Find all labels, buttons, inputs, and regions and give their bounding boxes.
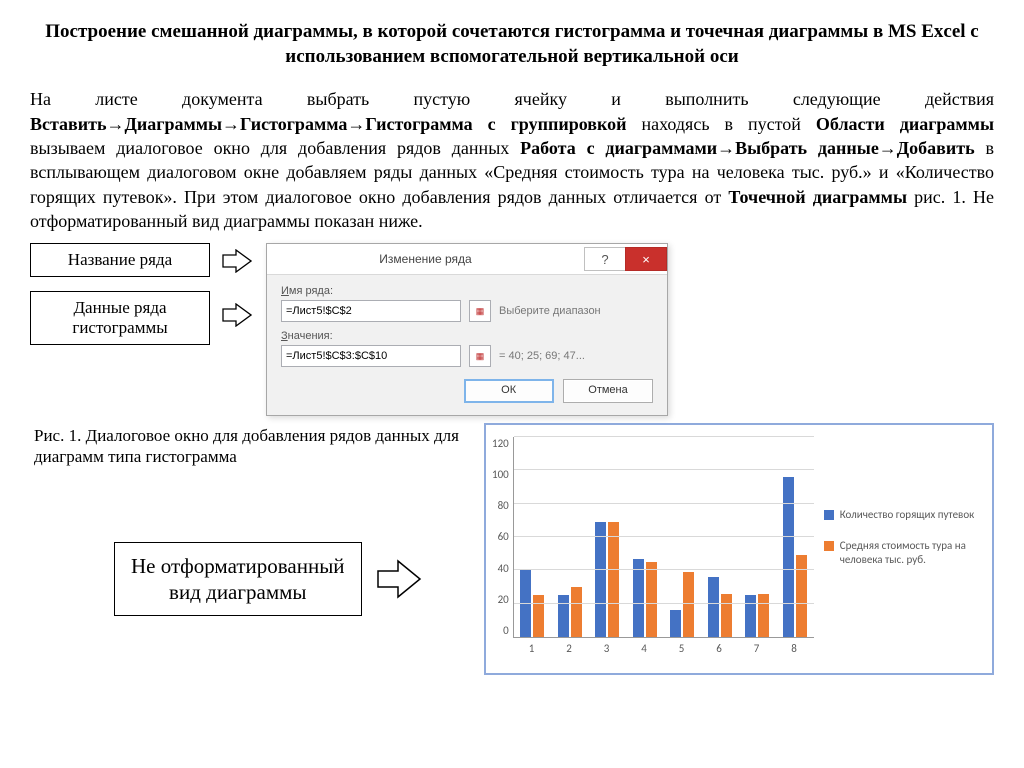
series-name-row: ▦ Выберите диапазон xyxy=(281,300,653,322)
bar xyxy=(646,562,657,637)
y-tick: 100 xyxy=(492,468,509,481)
series-name-input[interactable] xyxy=(281,300,461,322)
y-tick: 40 xyxy=(498,562,509,575)
grid-line xyxy=(514,469,814,470)
instructions-paragraph: На листе документа выбрать пустую ячейку… xyxy=(30,87,994,233)
bar xyxy=(683,572,694,637)
y-tick: 80 xyxy=(498,499,509,512)
arrow-right-icon xyxy=(222,249,252,273)
range-picker-icon[interactable]: ▦ xyxy=(469,345,491,367)
figure-caption: Рис. 1. Диалоговое окно для добавления р… xyxy=(34,426,514,467)
bars-container xyxy=(514,437,814,637)
close-icon[interactable]: × xyxy=(625,247,667,271)
bar xyxy=(520,570,531,637)
bar xyxy=(796,555,807,637)
x-tick: 4 xyxy=(625,642,663,655)
plot-wrap: 12345678 xyxy=(513,437,814,655)
x-axis: 12345678 xyxy=(513,638,813,655)
chart-plot xyxy=(513,437,814,638)
bar xyxy=(533,595,544,637)
arrow-column xyxy=(222,243,254,327)
y-tick: 60 xyxy=(498,530,509,543)
x-tick: 2 xyxy=(550,642,588,655)
grid-line xyxy=(514,436,814,437)
category xyxy=(626,437,664,637)
x-tick: 3 xyxy=(588,642,626,655)
bar xyxy=(708,577,719,637)
category xyxy=(739,437,777,637)
x-tick: 7 xyxy=(738,642,776,655)
dialog-buttons: ОК Отмена xyxy=(281,375,653,403)
legend-label: Количество горящих путевок xyxy=(840,508,975,522)
range-picker-icon[interactable]: ▦ xyxy=(469,300,491,322)
ok-button[interactable]: ОК xyxy=(464,379,554,403)
dialog-body: Имя ряда: ▦ Выберите диапазон Значения: … xyxy=(267,275,667,415)
x-tick: 8 xyxy=(775,642,813,655)
legend-swatch xyxy=(824,541,834,551)
y-tick: 120 xyxy=(492,437,509,450)
y-axis: 120 100 80 60 40 20 0 xyxy=(492,437,513,637)
grid-line xyxy=(514,569,814,570)
category xyxy=(551,437,589,637)
unformatted-label: Не отформатированныйвид диаграммы xyxy=(114,542,362,617)
label-series-data: Данные ряда гистограммы xyxy=(30,291,210,345)
legend-item: Средняя стоимость тура на человека тыс. … xyxy=(824,539,980,568)
label-column: Название ряда Данные ряда гистограммы xyxy=(30,243,210,359)
bar xyxy=(633,559,644,637)
dialog-help-button[interactable]: ? xyxy=(584,247,626,271)
dialog-titlebar: Изменение ряда ? × xyxy=(267,244,667,275)
category xyxy=(664,437,702,637)
bar xyxy=(670,610,681,637)
x-tick: 1 xyxy=(513,642,551,655)
y-tick: 20 xyxy=(498,593,509,606)
series-name-hint: Выберите диапазон xyxy=(499,305,601,317)
series-values-hint: = 40; 25; 69; 47... xyxy=(499,350,585,362)
bar xyxy=(783,477,794,637)
arrow-right-icon xyxy=(376,559,422,599)
bar xyxy=(758,594,769,637)
bar xyxy=(571,587,582,637)
bar xyxy=(558,595,569,637)
doc-title: Построение смешанной диаграммы, в которо… xyxy=(30,20,994,69)
category xyxy=(701,437,739,637)
x-tick: 5 xyxy=(663,642,701,655)
grid-line xyxy=(514,536,814,537)
chart-frame: 120 100 80 60 40 20 0 12345678 Количество горя… xyxy=(484,423,994,675)
edit-series-dialog: Изменение ряда ? × Имя ряда: ▦ Выберите … xyxy=(266,243,668,416)
legend-item: Количество горящих путевок xyxy=(824,508,980,522)
series-values-label: Значения: xyxy=(281,330,653,342)
category xyxy=(514,437,552,637)
legend-label: Средняя стоимость тура на человека тыс. … xyxy=(840,539,980,568)
bar xyxy=(745,595,756,637)
chart-inner: 120 100 80 60 40 20 0 12345678 Количество горя… xyxy=(492,437,980,655)
chart-legend: Количество горящих путевок Средняя стоимо… xyxy=(814,508,980,583)
x-tick: 6 xyxy=(700,642,738,655)
y-tick: 0 xyxy=(503,624,509,637)
dialog-illustration-row: Название ряда Данные ряда гистограммы Из… xyxy=(30,243,994,416)
cancel-button[interactable]: Отмена xyxy=(563,379,653,403)
grid-line xyxy=(514,503,814,504)
bar xyxy=(595,522,606,637)
chart-row: Не отформатированныйвид диаграммы 120100… xyxy=(30,483,994,675)
legend-swatch xyxy=(824,510,834,520)
arrow-right-icon xyxy=(222,303,252,327)
series-values-row: ▦ = 40; 25; 69; 47... xyxy=(281,345,653,367)
bar xyxy=(721,594,732,637)
category xyxy=(589,437,627,637)
series-name-label: Имя ряда: xyxy=(281,285,653,297)
bar xyxy=(608,522,619,637)
dialog-title: Изменение ряда xyxy=(267,252,584,266)
label-series-name: Название ряда xyxy=(30,243,210,277)
grid-line xyxy=(514,603,814,604)
series-values-input[interactable] xyxy=(281,345,461,367)
category xyxy=(776,437,814,637)
